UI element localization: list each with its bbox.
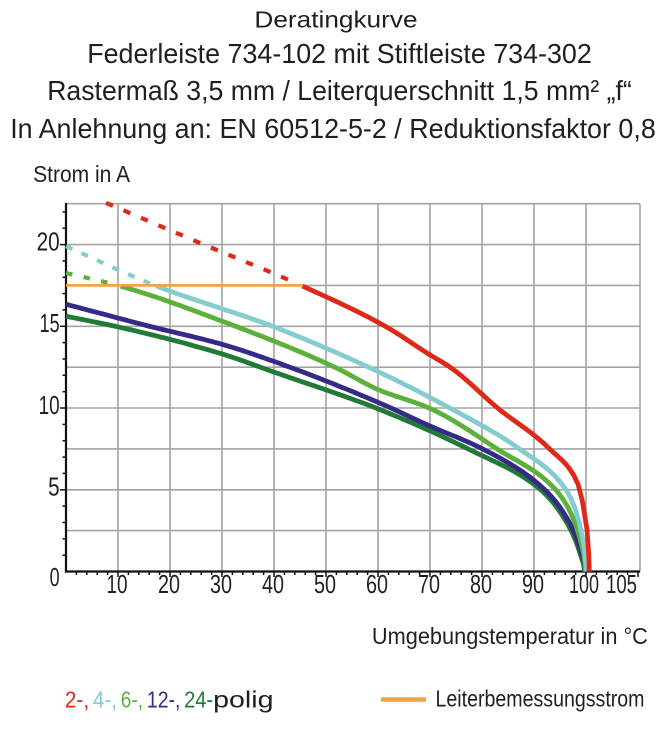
svg-text:20: 20 [158, 569, 180, 599]
svg-text:6-,: 6-, [121, 687, 143, 713]
svg-text:polig: polig [213, 687, 273, 713]
svg-text:105: 105 [606, 569, 637, 599]
svg-text:15: 15 [40, 308, 60, 338]
svg-text:Deratingkurve: Deratingkurve [254, 7, 417, 33]
svg-text:70: 70 [418, 569, 440, 599]
svg-text:80: 80 [470, 569, 492, 599]
svg-text:0: 0 [50, 562, 60, 592]
svg-text:90: 90 [522, 569, 544, 599]
svg-text:100: 100 [569, 569, 599, 599]
svg-text:In Anlehnung an: EN 60512-5-2: In Anlehnung an: EN 60512-5-2 / Reduktio… [10, 113, 656, 144]
svg-text:50: 50 [314, 569, 336, 599]
svg-text:5: 5 [48, 472, 60, 502]
svg-text:12-,: 12-, [147, 687, 181, 713]
svg-text:60: 60 [366, 569, 388, 599]
svg-text:Umgebungstemperatur in °C: Umgebungstemperatur in °C [372, 623, 648, 649]
svg-text:Strom in A: Strom in A [33, 161, 131, 187]
svg-text:20: 20 [37, 226, 60, 256]
svg-text:Federleiste 734-102 mit Stiftl: Federleiste 734-102 mit Stiftleiste 734-… [87, 38, 592, 69]
svg-text:Leiterbemessungsstrom: Leiterbemessungsstrom [436, 686, 645, 712]
svg-text:40: 40 [262, 569, 284, 599]
svg-text:4-,: 4-, [93, 687, 117, 713]
svg-text:24-: 24- [184, 687, 213, 713]
svg-text:2-,: 2-, [65, 687, 89, 713]
svg-text:Rastermaß 3,5 mm / Leiterquers: Rastermaß 3,5 mm / Leiterquerschnitt 1,5… [47, 75, 632, 106]
svg-text:10: 10 [107, 569, 128, 599]
svg-text:30: 30 [210, 569, 232, 599]
svg-text:10: 10 [39, 390, 60, 420]
